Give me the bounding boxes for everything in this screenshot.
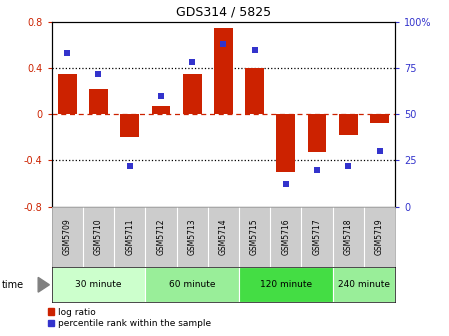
Bar: [308, 114, 326, 152]
Bar: [58, 74, 77, 114]
Text: GSM5712: GSM5712: [156, 219, 165, 255]
Point: [345, 163, 352, 169]
Bar: [120, 114, 139, 137]
Point: [251, 47, 258, 52]
Polygon shape: [38, 278, 49, 292]
Bar: [339, 114, 358, 135]
Text: 30 minute: 30 minute: [75, 280, 122, 289]
Text: GSM5709: GSM5709: [63, 218, 72, 255]
Bar: [145, 267, 239, 302]
Bar: [370, 114, 389, 124]
Text: time: time: [2, 280, 24, 290]
Text: GSM5715: GSM5715: [250, 218, 259, 255]
Text: 120 minute: 120 minute: [260, 280, 312, 289]
Point: [64, 50, 71, 56]
Bar: [239, 267, 333, 302]
Text: GSM5714: GSM5714: [219, 218, 228, 255]
Point: [282, 182, 290, 187]
Bar: [183, 74, 202, 114]
Bar: [277, 114, 295, 172]
Text: GSM5713: GSM5713: [188, 218, 197, 255]
Text: GSM5719: GSM5719: [375, 218, 384, 255]
Legend: log ratio, percentile rank within the sample: log ratio, percentile rank within the sa…: [47, 307, 212, 329]
Point: [313, 167, 321, 172]
Point: [126, 163, 133, 169]
Bar: [245, 68, 264, 114]
Point: [220, 41, 227, 47]
Text: 240 minute: 240 minute: [338, 280, 390, 289]
Text: GSM5718: GSM5718: [344, 219, 353, 255]
Text: GSM5716: GSM5716: [282, 218, 291, 255]
Point: [157, 93, 164, 98]
Bar: [152, 106, 170, 114]
Point: [376, 149, 383, 154]
Text: GSM5717: GSM5717: [313, 218, 321, 255]
Bar: [214, 28, 233, 114]
Point: [95, 71, 102, 76]
Text: GSM5711: GSM5711: [125, 219, 134, 255]
Text: GSM5710: GSM5710: [94, 218, 103, 255]
Point: [189, 60, 196, 65]
Bar: [89, 89, 108, 114]
Text: GDS314 / 5825: GDS314 / 5825: [176, 5, 271, 18]
Text: 60 minute: 60 minute: [169, 280, 216, 289]
Bar: [333, 267, 395, 302]
Bar: [52, 267, 145, 302]
